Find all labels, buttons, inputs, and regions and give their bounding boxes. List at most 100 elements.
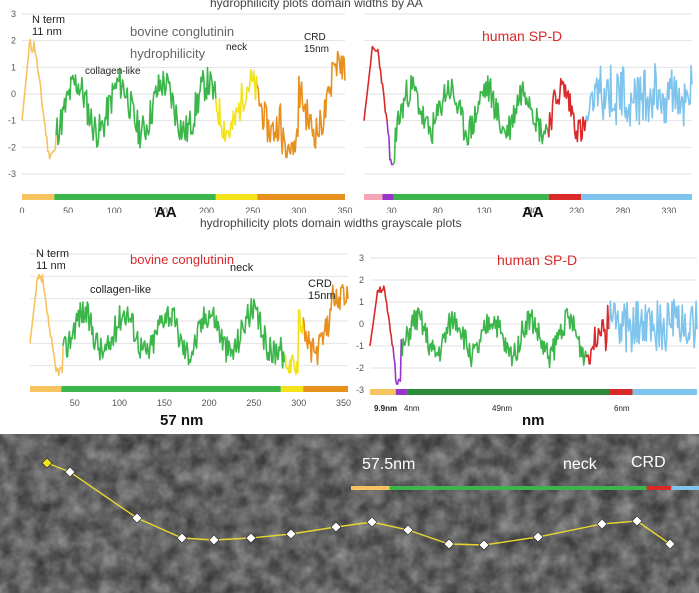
series-line-green: [401, 307, 588, 369]
bovine-grayscale-chart: 50 100 150 200 250 300 350: [29, 253, 351, 408]
series-line-purple: [392, 338, 403, 386]
trace-node: [478, 539, 490, 551]
series-line-red: [585, 304, 610, 365]
x-tick-label: 330: [661, 206, 676, 213]
n-term-label: N term: [32, 14, 65, 26]
micrograph: 57.5nm neck CRD: [0, 434, 699, 593]
trace-node: [41, 457, 53, 469]
y-tick-label: 3: [359, 253, 364, 263]
x-tick-label: 0: [19, 206, 24, 213]
human-spd-grayscale-plot: 3 2 1 0 -1 -2 -3 human SP-D 9.9nm 4nm 49nm 6nm…: [352, 236, 699, 434]
x-tick-label: 300: [291, 206, 306, 213]
trace-node: [366, 516, 378, 528]
trace-node: [176, 532, 188, 544]
series-line-orange: [256, 50, 346, 159]
y-tick-label: 0: [359, 319, 364, 329]
y-tick-label: -3: [356, 385, 364, 395]
crd-label: CRD: [304, 32, 326, 43]
y-tick-label: 1: [359, 297, 364, 307]
trace-node: [131, 512, 143, 524]
collagen-label: collagen-like: [85, 66, 141, 77]
seg-label-4: 6nm: [614, 404, 630, 413]
neck-label: neck: [226, 42, 248, 53]
x-tick-label: 130: [477, 206, 492, 213]
x-tick-label: 150: [157, 398, 172, 408]
scale-segment-blue: [671, 486, 699, 490]
series-line-yellow_light: [29, 273, 64, 377]
molecule-trace: [41, 457, 676, 551]
domain-bar-yellow: [215, 194, 258, 200]
n-term-size-2: 11 nm: [36, 260, 66, 272]
domain-bar-red: [609, 389, 633, 395]
x-tick-label: 250: [245, 206, 260, 213]
series-line-green: [62, 298, 287, 369]
human-spd-name: human SP-D: [482, 28, 563, 44]
x-tick-label: 300: [291, 398, 306, 408]
bovine-aa-chart: 3 2 1 0 -1 -2 -3 0 50 100 150 200 250 300 350: [8, 9, 352, 213]
x-tick-label: 100: [112, 398, 127, 408]
x-tick-label: 150: [153, 206, 168, 213]
bottom-label-57nm: 57 nm: [160, 412, 204, 429]
series-line-yellow: [215, 69, 259, 143]
neck-label-2: neck: [230, 262, 254, 274]
trace-node: [402, 524, 414, 536]
x-tick-label: 280: [615, 206, 630, 213]
series-line-red: [363, 45, 388, 122]
domain-bar-red: [548, 194, 582, 200]
y-tick-label: 3: [11, 9, 16, 19]
series-line-purple: [386, 120, 394, 166]
domain-bar-green: [54, 194, 216, 200]
bottom-label-aa-1: AA: [155, 204, 177, 221]
x-tick-label: 100: [107, 206, 122, 213]
hydrophilicity-label: hydrophilicity: [130, 46, 206, 61]
domain-bar-dark_green: [406, 389, 610, 395]
x-tick-label: 80: [433, 206, 443, 213]
human-spd-name-2: human SP-D: [497, 252, 578, 268]
y-tick-label: 0: [11, 89, 16, 99]
domain-bar-yellow_light: [22, 194, 55, 200]
series-line-green: [392, 74, 550, 165]
x-tick-label: 230: [569, 206, 584, 213]
y-tick-label: -3: [8, 169, 16, 179]
trace-node: [664, 538, 676, 550]
seg-label-3: 49nm: [492, 404, 513, 413]
trace-node: [443, 538, 455, 550]
bottom-label-nm: nm: [522, 412, 545, 429]
series-line-blue: [584, 62, 693, 127]
domain-bar-yellow_light: [370, 389, 396, 395]
seg-label-2: 4nm: [404, 404, 420, 413]
human-spd-aa-chart: 30 80 130 180 230 280 330: [363, 13, 693, 213]
trace-node: [596, 518, 608, 530]
domain-bar-blue: [632, 389, 697, 395]
domain-bar-pink: [364, 194, 383, 200]
x-tick-label: 50: [70, 398, 80, 408]
series-line-orange: [302, 283, 349, 366]
domain-bar-green: [393, 194, 549, 200]
bovine-name: bovine conglutinin: [130, 24, 235, 39]
y-tick-label: -1: [8, 116, 16, 126]
row1-title: hydrophilicity plots domain widths by AA: [210, 0, 423, 10]
scale-segment-yellow_light: [351, 486, 390, 490]
x-tick-label: 180: [523, 206, 538, 213]
trace-node: [631, 515, 643, 527]
scale-bar: [351, 486, 699, 490]
crd-label-2: CRD: [308, 278, 332, 290]
n-term-size: 11 nm: [32, 26, 62, 38]
trace-node: [245, 532, 257, 544]
human-spd-grayscale-chart: 3 2 1 0 -1 -2 -3: [356, 253, 698, 395]
bovine-aa-plot: 3 2 1 0 -1 -2 -3 0 50 100 150 200 250 300 350 N term 1…: [0, 8, 352, 221]
crd-label-micro: CRD: [631, 454, 666, 471]
series-line-red: [548, 77, 587, 143]
crd-size-2: 15nm: [308, 290, 336, 302]
domain-bar-orange: [303, 386, 348, 392]
x-tick-label: 200: [202, 398, 217, 408]
bovine-grayscale-plot: 50 100 150 200 250 300 350 N term 11 nm collag…: [0, 236, 352, 434]
collagen-label-2: collagen-like: [90, 284, 152, 296]
y-tick-label: -2: [356, 363, 364, 373]
x-tick-label: 250: [246, 398, 261, 408]
scale-segment-red: [646, 486, 672, 490]
domain-bar-yellow_light: [30, 386, 62, 392]
human-spd-aa-plot: 30 80 130 180 230 280 330 human SP-D AA: [352, 8, 699, 221]
series-line-yellow: [284, 308, 304, 375]
x-tick-label: 350: [336, 398, 351, 408]
